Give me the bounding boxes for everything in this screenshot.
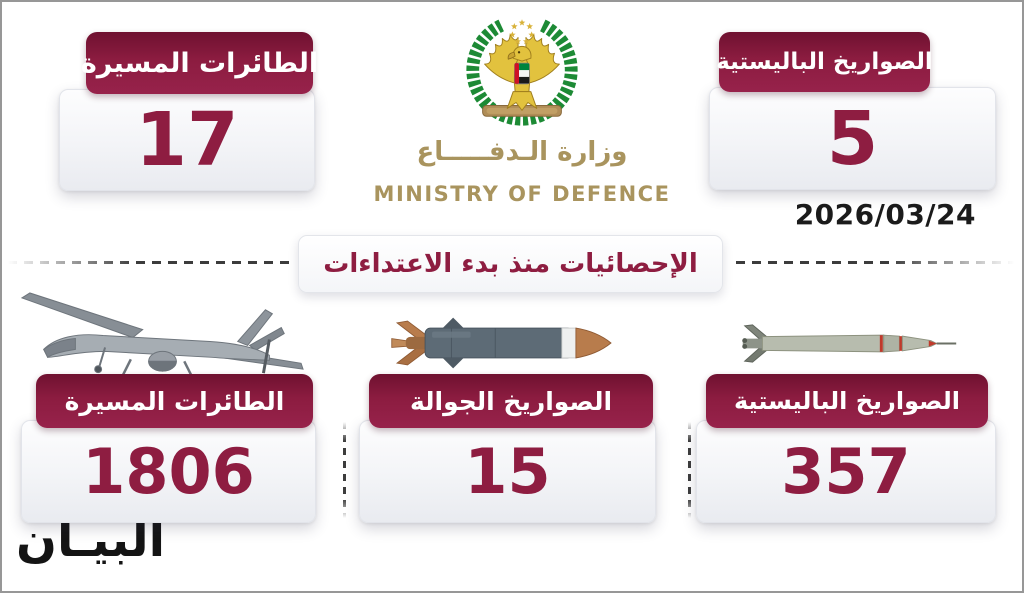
- ballistic-daily-card: 5: [709, 87, 996, 190]
- drones-daily-banner: الطائرات المسيرة: [81, 32, 318, 94]
- drones-total-card: 1806: [21, 420, 316, 523]
- dashed-divider-left: [8, 261, 291, 264]
- section-title-card: الإحصائيات منذ بدء الاعتداءات: [298, 235, 723, 293]
- section-title: الإحصائيات منذ بدء الاعتداءات: [323, 249, 698, 279]
- cruise-total-label: الصواريخ الجوالة: [409, 386, 613, 416]
- ballistic-daily-label: الصواريخ الباليستية: [716, 49, 933, 75]
- drones-daily-value: 17: [135, 97, 239, 183]
- dashed-divider-right: [736, 261, 1014, 264]
- drones-total-label: الطائرات المسيرة: [64, 386, 285, 416]
- drones-daily-card: 17: [59, 89, 315, 191]
- drones-total-value: 1806: [82, 434, 255, 508]
- cruise-total-card: 15: [359, 420, 656, 523]
- ballistic-total-value: 357: [781, 434, 911, 508]
- cruise-total-value: 15: [464, 434, 551, 508]
- ballistic-total-banner: الصواريخ الباليستية: [706, 374, 988, 428]
- ballistic-missile-icon: [742, 324, 957, 363]
- ballistic-daily-banner: الصواريخ الباليستية: [716, 32, 933, 92]
- dashed-divider-bottom-right: [688, 422, 691, 518]
- ballistic-total-label: الصواريخ الباليستية: [733, 387, 961, 415]
- ministry-of-defence-emblem-icon: [466, 19, 578, 126]
- ballistic-daily-value: 5: [826, 95, 879, 182]
- ministry-name-english: MINISTRY OF DEFENCE: [373, 182, 671, 206]
- cruise-missile-icon: [391, 317, 612, 369]
- cruise-total-banner: الصواريخ الجوالة: [369, 374, 653, 428]
- drone-icon: [20, 292, 304, 388]
- drones-daily-label: الطائرات المسيرة: [80, 47, 319, 79]
- drones-total-banner: الطائرات المسيرة: [36, 374, 313, 428]
- ministry-name-arabic: وزارة الـدفـــــاع: [416, 137, 628, 167]
- dashed-divider-bottom-left: [343, 422, 346, 518]
- report-date: 2026/03/24: [794, 198, 976, 231]
- ballistic-total-card: 357: [696, 420, 996, 523]
